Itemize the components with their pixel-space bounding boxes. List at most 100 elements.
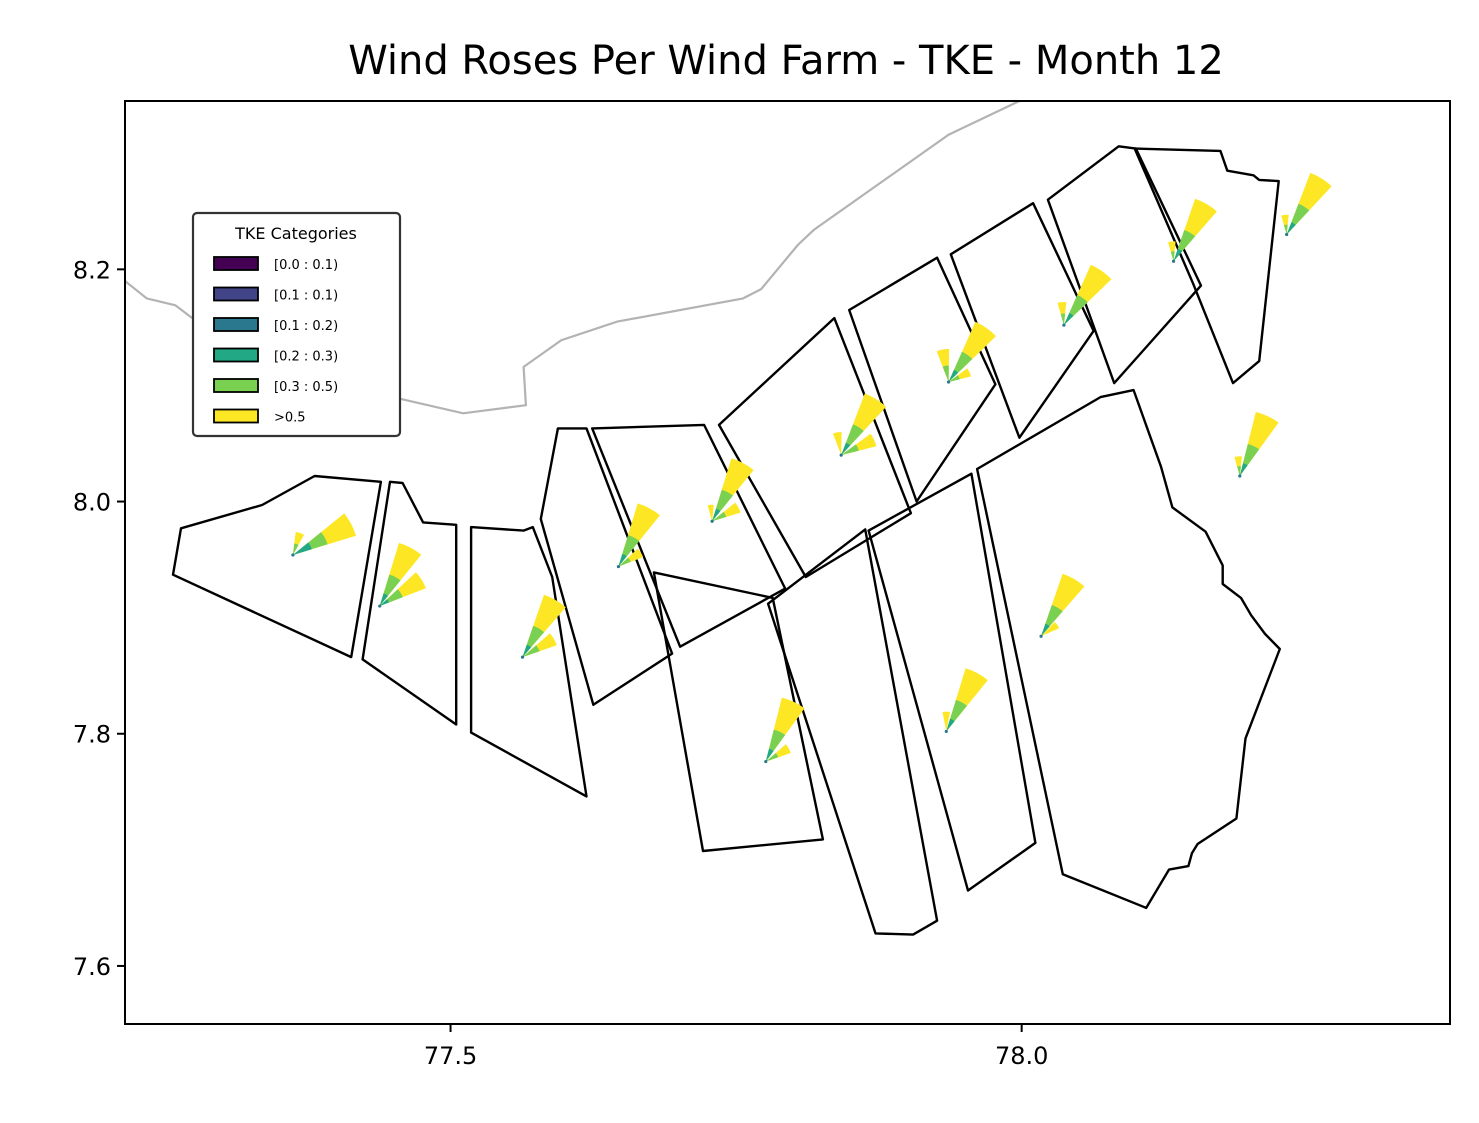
wind-rose-center: [764, 760, 768, 764]
wind-rose: [616, 503, 660, 569]
wind-farm-boundary: [652, 571, 825, 853]
axes-frame: [124, 100, 1451, 1025]
wind-rose: [707, 458, 754, 523]
wind-rose-petal: [942, 365, 949, 382]
map-plot-area: [125, 101, 1332, 936]
wind-rose-center: [1039, 634, 1043, 638]
wind-rose-petal: [379, 593, 388, 606]
wind-farm-boundary: [361, 480, 458, 726]
wind-farm-boundary: [717, 316, 913, 579]
wind-rose-petal: [522, 644, 532, 658]
legend-swatch: [213, 286, 259, 302]
wind-rose-center: [291, 553, 295, 557]
wind-rose-petal: [1239, 463, 1248, 476]
wind-rose-petal: [618, 553, 627, 567]
legend-swatch: [213, 317, 259, 332]
wind-farm-boundary: [867, 472, 1037, 892]
wind-rose-petal: [1063, 313, 1074, 326]
wind-rose-petal: [1237, 466, 1241, 476]
wind-rose-petal: [1168, 241, 1176, 262]
wind-farm-boundary: [766, 528, 939, 936]
legend-label: >0.5: [274, 411, 306, 426]
wind-rose-petal: [522, 645, 540, 658]
wind-rose-petal: [1057, 301, 1067, 326]
wind-rose: [1039, 573, 1085, 638]
legend-label: [0.1 : 0.2): [274, 319, 338, 334]
wind-rose: [942, 668, 988, 734]
y-tick-label: 7.6: [73, 953, 111, 981]
wind-rose-petal: [948, 369, 959, 382]
wind-rose: [764, 697, 805, 764]
wind-rose-center: [1171, 259, 1176, 263]
wind-farm-boundary: [949, 201, 1095, 439]
wind-rose: [291, 513, 356, 557]
chart-title: Wind Roses Per Wind Farm - TKE - Month 1…: [348, 38, 1224, 84]
wind-rose-petal: [1281, 214, 1289, 235]
wind-rose-petal: [1041, 622, 1060, 637]
wind-rose-petal: [379, 599, 389, 606]
legend-label: [0.0 : 0.1): [274, 258, 338, 273]
wind-rose: [520, 594, 566, 659]
wind-farm-boundary: [1046, 145, 1203, 385]
wind-rose-petal: [707, 504, 714, 522]
wind-rose-center: [378, 604, 382, 608]
axis-ticks: 77.5 78.0 7.6 7.8 8.0 8.2: [73, 256, 1049, 1070]
wind-rose-petal: [712, 511, 727, 522]
wind-rose-petal: [765, 753, 779, 762]
wind-rose: [1168, 198, 1217, 263]
wind-rose-center: [839, 453, 843, 457]
legend-label: [0.2 : 0.3): [274, 350, 338, 365]
wind-rose-center: [946, 380, 951, 384]
wind-farm-boundary: [975, 388, 1282, 910]
wind-rose-petal: [948, 375, 960, 382]
wind-rose-petal: [292, 542, 312, 555]
wind-rose-petal: [1041, 623, 1050, 637]
wind-rose: [1057, 264, 1112, 327]
wind-farm-boundary: [848, 256, 997, 503]
wind-rose-petal: [292, 543, 299, 555]
legend-entries: [0.0 : 0.1) [0.1 : 0.1) [0.1 : 0.2) [0.2 : …: [213, 256, 338, 426]
wind-rose: [378, 542, 426, 608]
wind-farm-boundary: [469, 525, 588, 798]
wind-rose-petal: [942, 711, 950, 732]
wind-rose-center: [710, 519, 714, 523]
wind-rose-petal: [1173, 248, 1183, 262]
wind-rose-petal: [1283, 224, 1288, 235]
wind-farm-boundary: [591, 423, 787, 648]
wind-rose-petal: [765, 748, 774, 762]
wind-rose-petal: [1060, 313, 1066, 326]
wind-rose-petal: [618, 557, 631, 567]
wind-rose-center: [944, 729, 948, 734]
wind-rose-center: [1285, 232, 1289, 237]
wind-rose-petal: [1170, 251, 1175, 262]
legend-title: TKE Categories: [234, 224, 357, 243]
legend-swatch: [213, 347, 259, 363]
x-tick-label: 77.5: [424, 1042, 477, 1070]
legend: TKE Categories [0.0 : 0.1)[0.1 : 0.1)[0.…: [191, 211, 402, 438]
wind-rose-center: [520, 655, 525, 659]
wind-farm-boundary: [1133, 147, 1280, 385]
wind-rose-center: [616, 564, 621, 569]
wind-rose: [1234, 412, 1279, 478]
wind-rose: [1281, 172, 1332, 237]
wind-farm-boundary: [171, 474, 383, 659]
y-tick-label: 8.0: [73, 489, 111, 517]
wind-rose-petal: [832, 431, 842, 456]
wind-rose-center: [1238, 474, 1242, 478]
wind-rose-petal: [1286, 222, 1296, 235]
y-tick-label: 7.8: [73, 721, 111, 749]
legend-swatch: [213, 378, 259, 393]
wind-farm-boundary: [539, 427, 674, 706]
y-tick-label: 8.2: [73, 256, 111, 284]
wind-rose-petal: [946, 718, 955, 732]
legend-label: [0.1 : 0.1): [274, 289, 338, 304]
x-tick-label: 78.0: [995, 1042, 1048, 1070]
wind-rose-petal: [841, 442, 851, 456]
legend-label: [0.3 : 0.5): [274, 380, 338, 395]
wind-rose-petal: [712, 508, 721, 522]
legend-swatch: [213, 256, 259, 271]
wind-rose: [936, 321, 996, 384]
wind-rose-center: [1062, 323, 1066, 327]
wind-rose: [832, 393, 887, 457]
